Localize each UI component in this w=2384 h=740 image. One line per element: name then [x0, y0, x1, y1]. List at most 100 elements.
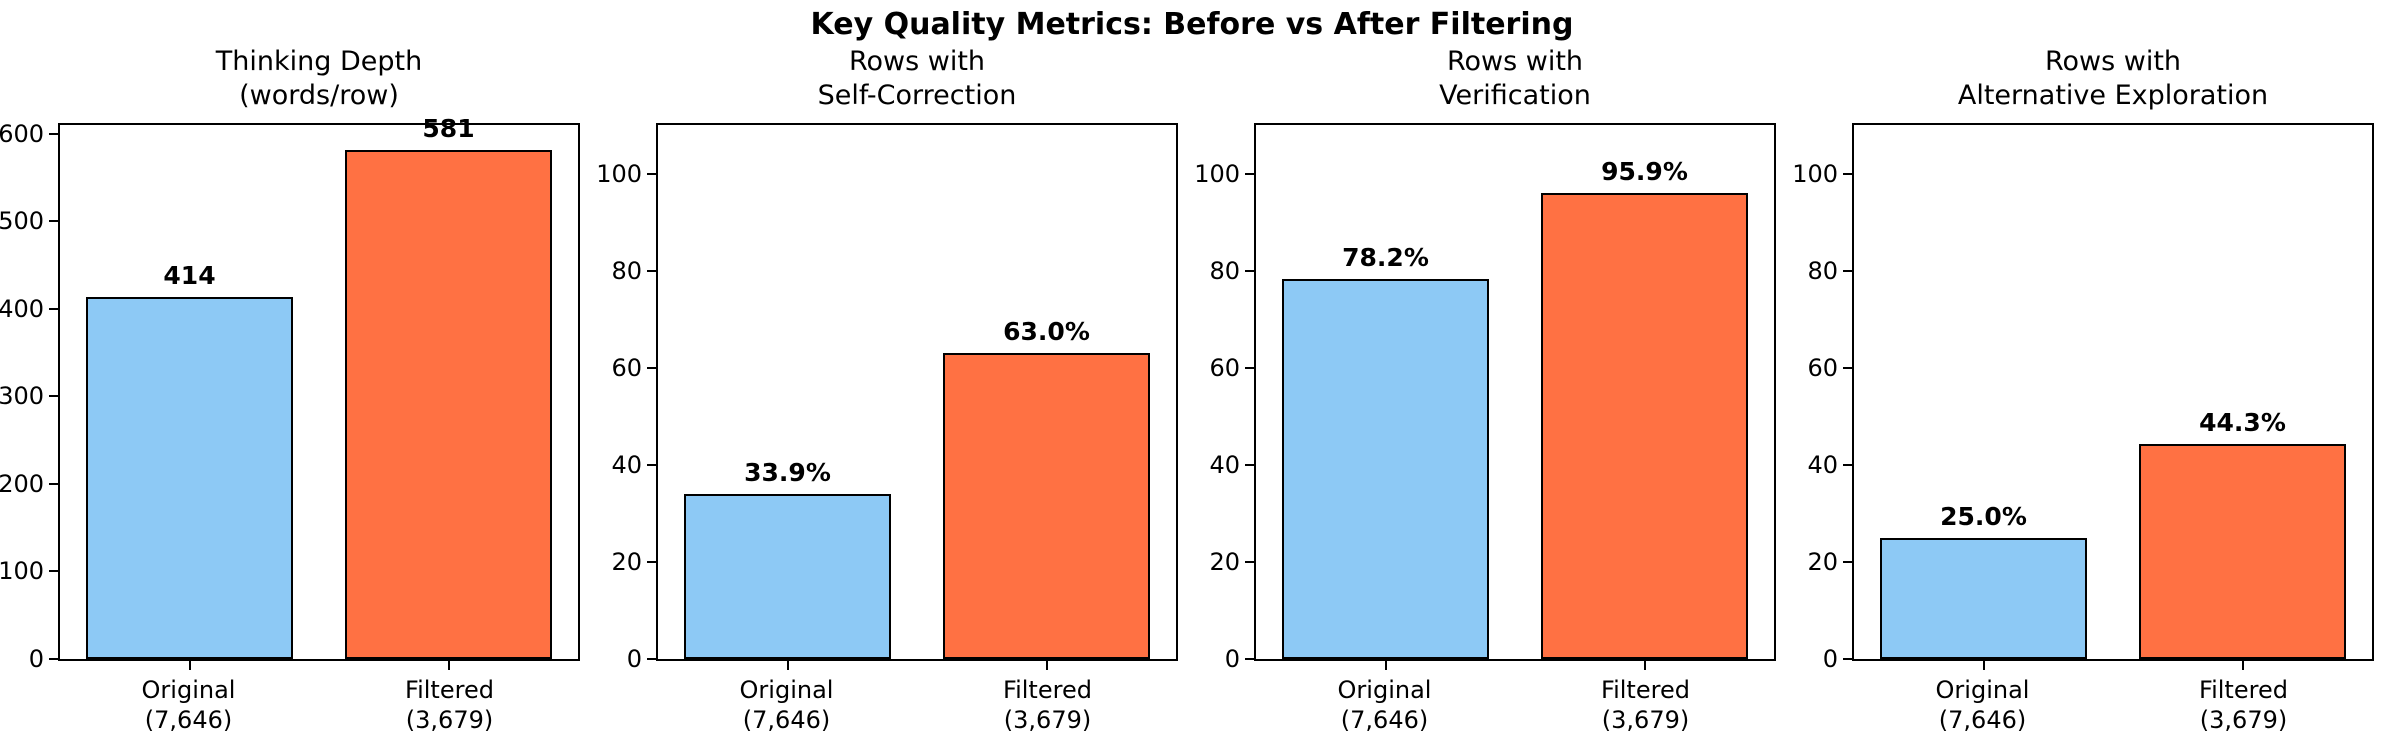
y-tick-mark — [1245, 269, 1254, 272]
x-label-original: Original (7,646) — [656, 675, 917, 735]
y-tick-mark — [647, 366, 656, 369]
y-tick-mark — [647, 463, 656, 466]
x-tick-mark — [188, 661, 191, 670]
y-tick-mark — [647, 658, 656, 660]
plot-area: 0 100 200 300 400 500 600 414 581 — [0, 116, 580, 672]
x-label-original: Original (7,646) — [1254, 675, 1515, 735]
y-tick-mark — [1245, 463, 1254, 466]
subplot-title-line2: Verification — [1439, 79, 1591, 111]
bar-value-label: 33.9% — [744, 458, 831, 488]
bar-filtered — [1540, 193, 1749, 659]
x-label-filtered: Filtered (3,679) — [917, 675, 1178, 735]
plot-wrap: 0 100 200 300 400 500 600 414 581 — [0, 116, 580, 672]
x-tick-mark — [447, 661, 450, 670]
y-tick-label: 100 — [1194, 159, 1240, 188]
bar-original — [1879, 537, 2088, 659]
subplot-title-line2: Alternative Exploration — [1957, 79, 2269, 111]
x-label-filtered: Filtered (3,679) — [319, 675, 580, 735]
x-label-filtered: Filtered (3,679) — [2113, 675, 2374, 735]
y-tick-mark — [49, 570, 58, 573]
subplot-title-line2: (words/row) — [239, 79, 399, 111]
subplot-self-correction: Rows with Self-Correction 0 20 40 60 80 100 33.… — [596, 45, 1178, 735]
y-tick-mark — [49, 220, 58, 223]
y-tick-mark — [1843, 560, 1852, 563]
x-axis-labels: Original (7,646) Filtered (3,679) — [1254, 675, 1776, 735]
y-tick-label: 0 — [626, 645, 642, 673]
subplot-title: Rows with Self-Correction — [656, 45, 1178, 113]
x-label-count: (3,679) — [1003, 706, 1092, 734]
subplot-alternative-exploration: Rows with Alternative Exploration 0 20 40 60… — [1792, 45, 2374, 735]
x-axis-labels: Original (7,646) Filtered (3,679) — [656, 675, 1178, 735]
subplot-title-line2: Self-Correction — [817, 79, 1017, 111]
y-tick-label: 20 — [1209, 547, 1240, 576]
bar-value-label: 25.0% — [1940, 501, 2027, 531]
x-label-category: Filtered — [2199, 676, 2288, 704]
x-label-count: (7,646) — [144, 706, 233, 734]
subplot-title: Rows with Alternative Exploration — [1852, 45, 2374, 113]
y-tick-mark — [647, 269, 656, 272]
x-tick-mark — [1384, 661, 1387, 670]
y-tick-label: 60 — [1807, 353, 1838, 382]
y-tick-mark — [1245, 366, 1254, 369]
bar-value-label: 78.2% — [1342, 243, 1429, 273]
bar-original — [683, 494, 892, 659]
y-tick-mark — [1843, 366, 1852, 369]
bar-original — [1281, 279, 1490, 659]
x-axis-labels: Original (7,646) Filtered (3,679) — [58, 675, 580, 735]
y-tick-mark — [49, 482, 58, 485]
plot-area: 0 20 40 60 80 100 25.0% 44.3% — [1792, 123, 2374, 672]
y-tick-label: 60 — [611, 353, 642, 382]
plot-wrap: 0 20 40 60 80 100 33.9% 63.0% — [596, 123, 1178, 672]
y-tick-label: 40 — [1209, 450, 1240, 479]
y-tick-label: 40 — [611, 450, 642, 479]
bar-filtered — [942, 353, 1151, 659]
subplot-thinking-depth: Thinking Depth (words/row) 0 100 200 300 400 5… — [0, 45, 580, 735]
bar-original — [85, 296, 294, 659]
y-tick-mark — [49, 132, 58, 135]
x-label-count: (3,679) — [405, 706, 494, 734]
y-tick-mark — [647, 172, 656, 175]
y-tick-label: 0 — [1822, 645, 1838, 673]
bar-value-label: 581 — [422, 114, 475, 144]
subplot-title-line1: Rows with — [2044, 46, 2182, 77]
plot-area: 0 20 40 60 80 100 78.2% 95.9% — [1194, 123, 1776, 672]
chart-suptitle: Key Quality Metrics: Before vs After Fil… — [810, 7, 1574, 42]
x-label-category: Filtered — [405, 676, 494, 704]
x-label-count: (7,646) — [742, 706, 831, 734]
subplot-row: Thinking Depth (words/row) 0 100 200 300 400 5… — [0, 45, 2384, 735]
y-tick-label: 0 — [1224, 645, 1240, 673]
y-tick-mark — [1843, 463, 1852, 466]
x-label-category: Filtered — [1003, 676, 1092, 704]
subplot-title: Thinking Depth (words/row) — [58, 45, 580, 113]
bar-value-label: 63.0% — [1003, 317, 1090, 347]
bar-filtered — [344, 150, 553, 659]
y-tick-mark — [1245, 658, 1254, 660]
y-tick-label: 500 — [0, 207, 44, 236]
x-label-count: (7,646) — [1340, 706, 1429, 734]
subplot-title-line1: Rows with — [848, 46, 986, 77]
x-label-category: Original — [1935, 676, 2030, 704]
y-tick-mark — [1843, 658, 1852, 660]
bar-value-label: 95.9% — [1601, 157, 1688, 187]
y-tick-label: 80 — [611, 256, 642, 285]
x-label-filtered: Filtered (3,679) — [1515, 675, 1776, 735]
y-tick-mark — [647, 560, 656, 563]
y-tick-label: 40 — [1807, 450, 1838, 479]
y-tick-label: 600 — [0, 119, 44, 148]
x-tick-mark — [2241, 661, 2244, 670]
bar-value-label: 414 — [163, 260, 216, 290]
subplot-title: Rows with Verification — [1254, 45, 1776, 113]
y-tick-mark — [49, 307, 58, 310]
x-label-original: Original (7,646) — [58, 675, 319, 735]
plot-wrap: 0 20 40 60 80 100 78.2% 95.9% — [1194, 123, 1776, 672]
y-tick-label: 80 — [1807, 256, 1838, 285]
y-tick-label: 60 — [1209, 353, 1240, 382]
x-label-category: Filtered — [1601, 676, 1690, 704]
x-tick-mark — [1643, 661, 1646, 670]
y-tick-label: 100 — [596, 159, 642, 188]
y-tick-label: 300 — [0, 382, 44, 411]
x-tick-mark — [786, 661, 789, 670]
bar-value-label: 44.3% — [2199, 407, 2286, 437]
y-tick-label: 80 — [1209, 256, 1240, 285]
